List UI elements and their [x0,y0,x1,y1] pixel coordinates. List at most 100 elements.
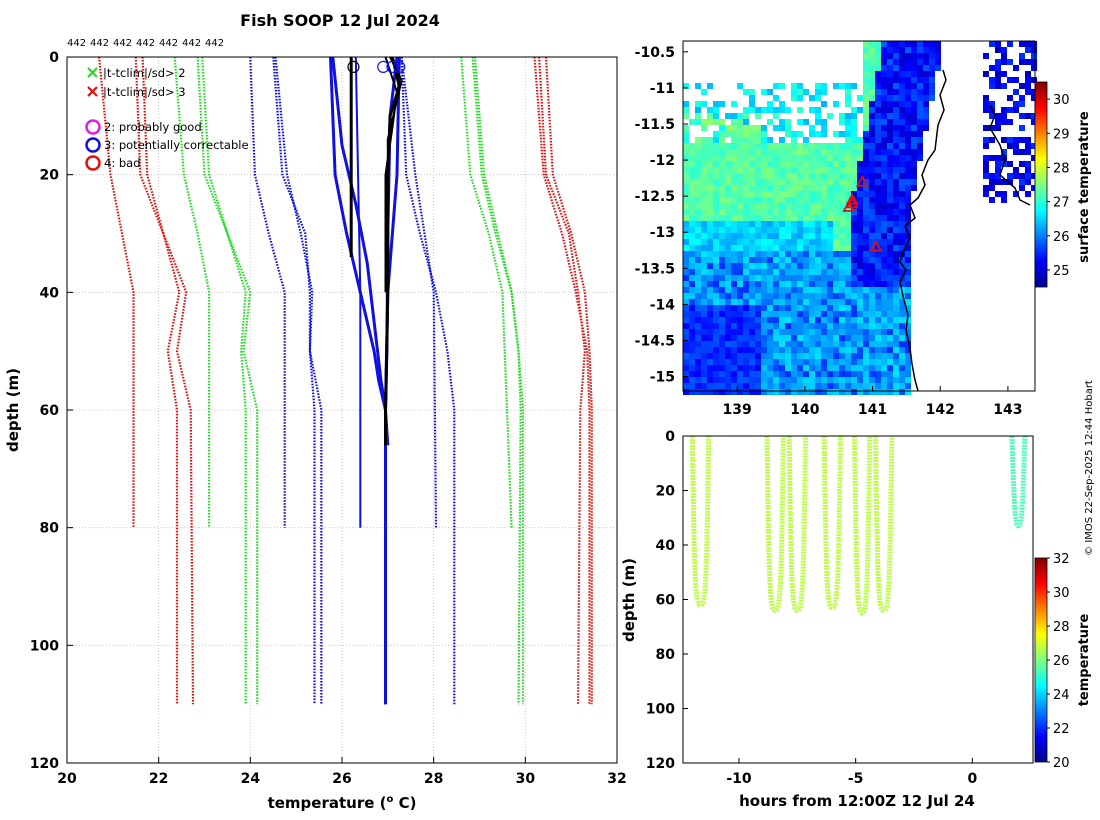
sst-cell [833,227,839,233]
sst-cell [683,365,689,371]
sst-cell [863,329,869,335]
sst-cell [809,215,815,221]
sst-cell [737,377,743,383]
sst-cell [893,143,899,149]
sst-cell [767,149,773,155]
sst-cell [905,83,911,89]
sst-cell [713,203,719,209]
sst-cell [851,83,857,89]
sst-cell [713,245,719,251]
sst-cell [875,197,881,203]
sst-cell [779,377,785,383]
sst-cell [869,59,875,65]
sst-cell [701,341,707,347]
sst-cell [797,131,803,137]
sst-cell [713,251,719,257]
sst-cell [713,389,719,395]
sst-cell [803,179,809,185]
sst-cell [785,131,791,137]
sst-cell [851,359,857,365]
sst-cell [695,263,701,269]
sst-cell [935,47,941,53]
sst-cell [701,317,707,323]
sst-cell [791,143,797,149]
sst-cell [803,359,809,365]
sst-cell [773,377,779,383]
sst-cell [845,101,851,107]
sst-cell [845,209,851,215]
sst-cell [743,107,749,113]
sst-cell [821,347,827,353]
sst-cell [785,257,791,263]
sst-cell [905,275,911,281]
sst-cell [851,137,857,143]
sst-cell [881,299,887,305]
sst-cell [857,323,863,329]
sst-cell [773,227,779,233]
sst-cell [887,119,893,125]
sst-cell [749,131,755,137]
legend-red-x-icon [87,86,98,97]
sst-cell [713,197,719,203]
sst-cell [893,131,899,137]
sst-cell [827,293,833,299]
sst-cell [785,215,791,221]
sst-cell [809,155,815,161]
sst-cell [743,263,749,269]
sst-cell [989,77,995,83]
sst-cell [749,311,755,317]
sst-cell [899,245,905,251]
sst-cell [827,341,833,347]
sst-cell [815,329,821,335]
sst-cell [905,107,911,113]
sst-cell [833,209,839,215]
sst-cell [683,311,689,317]
sst-cell [863,251,869,257]
sst-cell [1013,191,1019,197]
sst-cell [851,353,857,359]
sst-cell [773,389,779,395]
sst-colorbar-tick-label: 29 [1053,127,1070,142]
sst-cell [887,65,893,71]
sst-cell [1031,89,1037,95]
sst-cell [881,185,887,191]
sst-cell [785,359,791,365]
cast-track [1009,436,1028,529]
sst-cell [851,311,857,317]
sst-cell [785,143,791,149]
sst-cell [821,245,827,251]
map-y-tick-label: -13 [650,225,675,241]
sst-cell [839,311,845,317]
sst-cell [749,209,755,215]
sst-cell [815,95,821,101]
sst-cell [845,383,851,389]
sst-cell [863,65,869,71]
sst-cell [845,185,851,191]
sst-cell [905,71,911,77]
sst-cell [899,215,905,221]
sst-cell [749,137,755,143]
sst-cell [785,305,791,311]
sst-cell [695,251,701,257]
sst-cell [803,227,809,233]
sst-cell [731,353,737,359]
sst-cell [713,173,719,179]
sst-cell [881,53,887,59]
sst-cell [785,293,791,299]
sst-cell [1001,191,1007,197]
sst-cell [887,173,893,179]
sst-cell [791,221,797,227]
sst-cell [719,185,725,191]
sst-cell [887,95,893,101]
sst-cell [809,269,815,275]
sst-cell [839,383,845,389]
sst-cell [893,149,899,155]
sst-cell [899,359,905,365]
sst-cell [755,155,761,161]
sst-cell [845,347,851,353]
sst-cell [737,323,743,329]
sst-cell [743,341,749,347]
sst-cell [713,383,719,389]
sst-cell [713,299,719,305]
sst-cell [917,125,923,131]
